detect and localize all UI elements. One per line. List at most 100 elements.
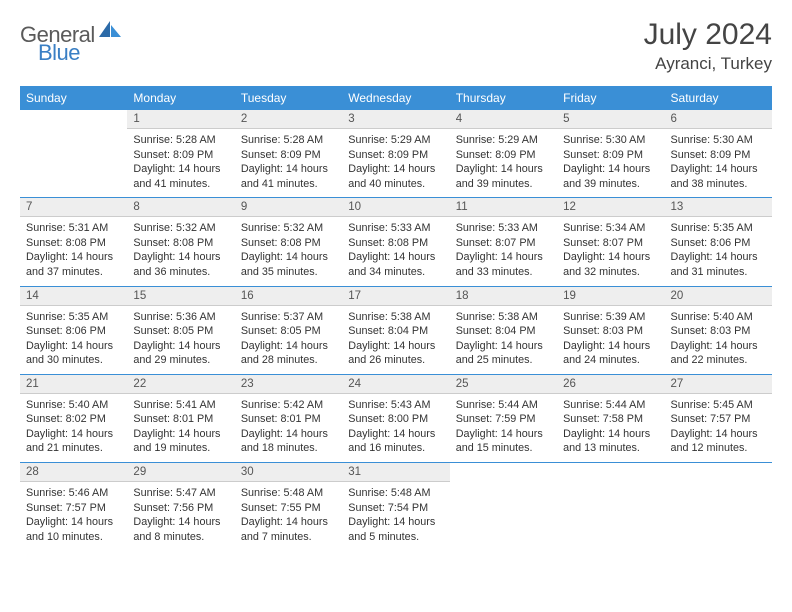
sunset-text: Sunset: 8:09 PM xyxy=(133,148,228,163)
sunset-text: Sunset: 8:09 PM xyxy=(241,148,336,163)
day-number: 5 xyxy=(557,110,664,129)
daylight-text: Daylight: 14 hours and 31 minutes. xyxy=(671,250,766,279)
day-cell: Sunrise: 5:29 AMSunset: 8:09 PMDaylight:… xyxy=(450,129,557,198)
weekday-header: Sunday xyxy=(20,86,127,110)
day-number: 18 xyxy=(450,287,557,306)
day-number: 19 xyxy=(557,287,664,306)
day-number: 31 xyxy=(342,463,449,482)
day-number xyxy=(665,463,772,482)
sunrise-text: Sunrise: 5:43 AM xyxy=(348,398,443,413)
sunset-text: Sunset: 8:09 PM xyxy=(456,148,551,163)
sunset-text: Sunset: 8:07 PM xyxy=(563,236,658,251)
sunrise-text: Sunrise: 5:31 AM xyxy=(26,221,121,236)
sunrise-text: Sunrise: 5:46 AM xyxy=(26,486,121,501)
day-cell: Sunrise: 5:41 AMSunset: 8:01 PMDaylight:… xyxy=(127,393,234,462)
daylight-text: Daylight: 14 hours and 24 minutes. xyxy=(563,339,658,368)
daylight-text: Daylight: 14 hours and 35 minutes. xyxy=(241,250,336,279)
day-cell: Sunrise: 5:40 AMSunset: 8:02 PMDaylight:… xyxy=(20,393,127,462)
sunrise-text: Sunrise: 5:35 AM xyxy=(671,221,766,236)
day-number: 9 xyxy=(235,198,342,217)
logo-text-blue-wrap: Blue xyxy=(38,40,80,66)
sunrise-text: Sunrise: 5:33 AM xyxy=(456,221,551,236)
info-row: Sunrise: 5:31 AMSunset: 8:08 PMDaylight:… xyxy=(20,217,772,286)
day-number: 2 xyxy=(235,110,342,129)
daylight-text: Daylight: 14 hours and 33 minutes. xyxy=(456,250,551,279)
daylight-text: Daylight: 14 hours and 19 minutes. xyxy=(133,427,228,456)
day-cell: Sunrise: 5:48 AMSunset: 7:54 PMDaylight:… xyxy=(342,482,449,551)
sunset-text: Sunset: 8:08 PM xyxy=(133,236,228,251)
day-cell: Sunrise: 5:29 AMSunset: 8:09 PMDaylight:… xyxy=(342,129,449,198)
sunset-text: Sunset: 8:01 PM xyxy=(133,412,228,427)
day-number: 15 xyxy=(127,287,234,306)
sunrise-text: Sunrise: 5:30 AM xyxy=(671,133,766,148)
sunset-text: Sunset: 7:56 PM xyxy=(133,501,228,516)
daylight-text: Daylight: 14 hours and 32 minutes. xyxy=(563,250,658,279)
day-number: 17 xyxy=(342,287,449,306)
sunrise-text: Sunrise: 5:29 AM xyxy=(348,133,443,148)
daynum-row: 28293031 xyxy=(20,463,772,482)
daylight-text: Daylight: 14 hours and 28 minutes. xyxy=(241,339,336,368)
day-number: 1 xyxy=(127,110,234,129)
day-number: 13 xyxy=(665,198,772,217)
daynum-row: 78910111213 xyxy=(20,198,772,217)
sunrise-text: Sunrise: 5:48 AM xyxy=(241,486,336,501)
sunrise-text: Sunrise: 5:38 AM xyxy=(348,310,443,325)
sunrise-text: Sunrise: 5:40 AM xyxy=(26,398,121,413)
day-number: 16 xyxy=(235,287,342,306)
sunrise-text: Sunrise: 5:28 AM xyxy=(133,133,228,148)
day-cell: Sunrise: 5:40 AMSunset: 8:03 PMDaylight:… xyxy=(665,305,772,374)
weekday-header: Monday xyxy=(127,86,234,110)
sunrise-text: Sunrise: 5:41 AM xyxy=(133,398,228,413)
sunset-text: Sunset: 8:09 PM xyxy=(348,148,443,163)
day-cell: Sunrise: 5:36 AMSunset: 8:05 PMDaylight:… xyxy=(127,305,234,374)
daylight-text: Daylight: 14 hours and 41 minutes. xyxy=(133,162,228,191)
day-number xyxy=(20,110,127,129)
day-number: 4 xyxy=(450,110,557,129)
day-number: 6 xyxy=(665,110,772,129)
daylight-text: Daylight: 14 hours and 7 minutes. xyxy=(241,515,336,544)
calendar-table: Sunday Monday Tuesday Wednesday Thursday… xyxy=(20,86,772,550)
day-cell xyxy=(20,129,127,198)
day-number: 12 xyxy=(557,198,664,217)
daylight-text: Daylight: 14 hours and 12 minutes. xyxy=(671,427,766,456)
sunset-text: Sunset: 7:54 PM xyxy=(348,501,443,516)
day-number: 27 xyxy=(665,375,772,394)
sunset-text: Sunset: 7:58 PM xyxy=(563,412,658,427)
day-cell: Sunrise: 5:35 AMSunset: 8:06 PMDaylight:… xyxy=(20,305,127,374)
weekday-header: Thursday xyxy=(450,86,557,110)
day-cell: Sunrise: 5:34 AMSunset: 8:07 PMDaylight:… xyxy=(557,217,664,286)
logo-text-blue: Blue xyxy=(38,40,80,65)
daylight-text: Daylight: 14 hours and 29 minutes. xyxy=(133,339,228,368)
daylight-text: Daylight: 14 hours and 22 minutes. xyxy=(671,339,766,368)
weekday-header: Friday xyxy=(557,86,664,110)
info-row: Sunrise: 5:28 AMSunset: 8:09 PMDaylight:… xyxy=(20,129,772,198)
sunset-text: Sunset: 8:03 PM xyxy=(563,324,658,339)
day-number: 14 xyxy=(20,287,127,306)
day-cell: Sunrise: 5:37 AMSunset: 8:05 PMDaylight:… xyxy=(235,305,342,374)
sunset-text: Sunset: 7:57 PM xyxy=(671,412,766,427)
day-cell: Sunrise: 5:33 AMSunset: 8:07 PMDaylight:… xyxy=(450,217,557,286)
day-cell: Sunrise: 5:47 AMSunset: 7:56 PMDaylight:… xyxy=(127,482,234,551)
daylight-text: Daylight: 14 hours and 21 minutes. xyxy=(26,427,121,456)
day-number: 26 xyxy=(557,375,664,394)
day-number: 23 xyxy=(235,375,342,394)
sunset-text: Sunset: 7:57 PM xyxy=(26,501,121,516)
sunset-text: Sunset: 7:59 PM xyxy=(456,412,551,427)
sunrise-text: Sunrise: 5:38 AM xyxy=(456,310,551,325)
sunrise-text: Sunrise: 5:33 AM xyxy=(348,221,443,236)
weekday-header: Saturday xyxy=(665,86,772,110)
sunset-text: Sunset: 8:04 PM xyxy=(456,324,551,339)
sunrise-text: Sunrise: 5:32 AM xyxy=(133,221,228,236)
day-number xyxy=(557,463,664,482)
sunset-text: Sunset: 8:03 PM xyxy=(671,324,766,339)
sunset-text: Sunset: 8:09 PM xyxy=(671,148,766,163)
sunrise-text: Sunrise: 5:44 AM xyxy=(563,398,658,413)
sunrise-text: Sunrise: 5:36 AM xyxy=(133,310,228,325)
daylight-text: Daylight: 14 hours and 30 minutes. xyxy=(26,339,121,368)
daylight-text: Daylight: 14 hours and 16 minutes. xyxy=(348,427,443,456)
day-number: 22 xyxy=(127,375,234,394)
sunset-text: Sunset: 8:08 PM xyxy=(26,236,121,251)
day-cell: Sunrise: 5:43 AMSunset: 8:00 PMDaylight:… xyxy=(342,393,449,462)
daylight-text: Daylight: 14 hours and 5 minutes. xyxy=(348,515,443,544)
sunrise-text: Sunrise: 5:35 AM xyxy=(26,310,121,325)
